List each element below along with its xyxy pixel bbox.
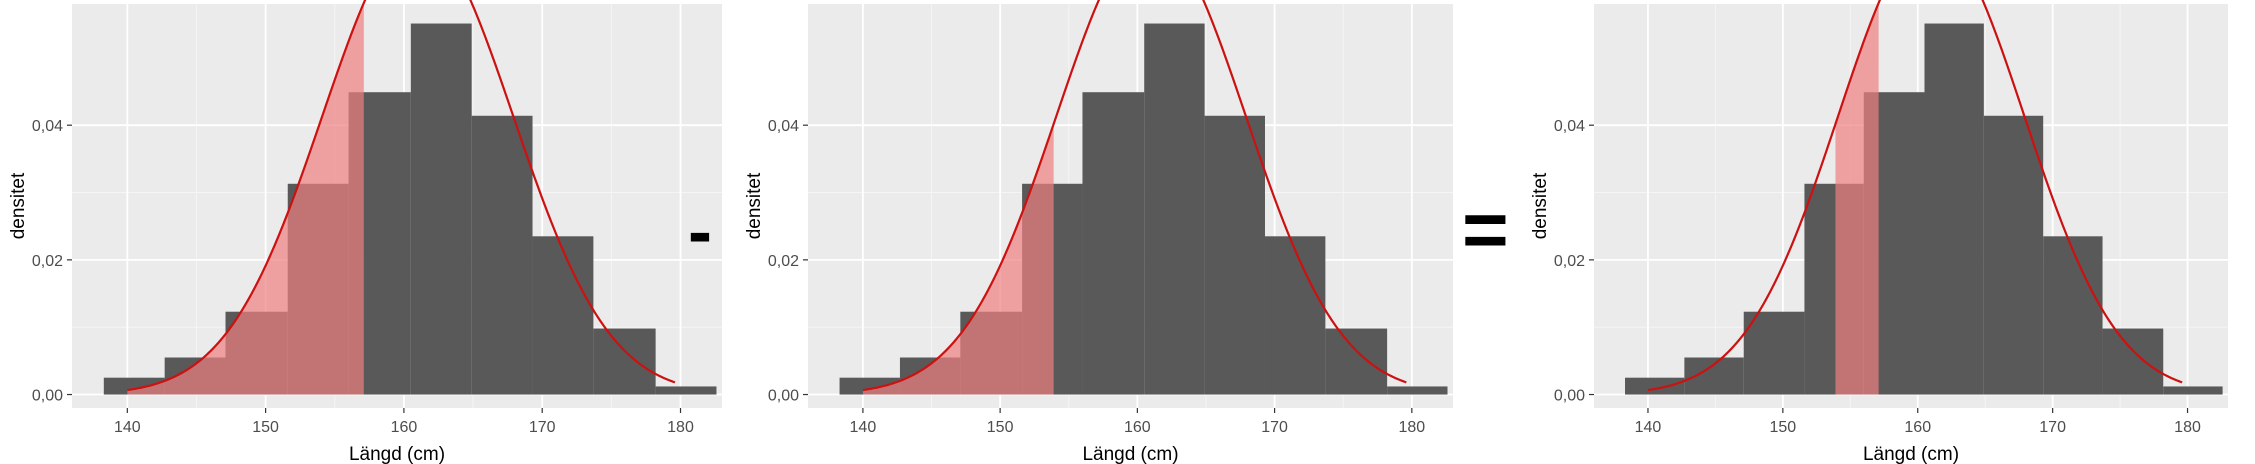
histogram-bar <box>471 115 533 395</box>
histogram-bar <box>1325 328 1388 395</box>
y-tick-label: 0,02 <box>768 253 799 270</box>
y-tick-label: 0,02 <box>32 253 63 270</box>
y-tick-label: 0,00 <box>1554 388 1585 405</box>
histogram-bar <box>1924 23 1984 395</box>
histogram-bar <box>2043 236 2103 395</box>
y-tick-label: 0,02 <box>1554 253 1585 270</box>
chart-3: 140 150 160 170 180 0,00 0,02 0,04 Längd (cm) den… <box>1530 0 2228 464</box>
histogram-bar <box>1743 311 1805 395</box>
histogram-bar <box>2102 328 2164 395</box>
x-tick-label: 160 <box>1124 419 1151 436</box>
x-tick-label: 180 <box>667 419 694 436</box>
x-tick-label: 140 <box>1635 419 1662 436</box>
minus-operator: - <box>688 192 712 272</box>
x-tick-label: 160 <box>391 419 418 436</box>
histogram-bar <box>532 236 594 395</box>
normal-curve-line <box>127 0 676 392</box>
histogram-bar <box>1082 92 1145 395</box>
shaded-probability-area <box>1835 2 1879 395</box>
shaded-probability-area <box>127 2 364 395</box>
y-axis-label: densitet <box>8 172 29 239</box>
histogram-bar <box>1144 23 1205 395</box>
chart-2: 140 150 160 170 180 0,00 0,02 0,04 Längd (cm) den… <box>744 0 1453 464</box>
x-tick-label: 170 <box>529 419 556 436</box>
y-axis-label: densitet <box>1530 172 1551 239</box>
histogram-bar <box>655 386 717 395</box>
y-axis-label: densitet <box>744 172 765 239</box>
histogram-bar <box>593 328 656 395</box>
equals-operator: = <box>1462 185 1509 274</box>
x-tick-label: 150 <box>1769 419 1796 436</box>
histogram-bar <box>1983 115 2044 395</box>
x-axis-label: Längd (cm) <box>1863 444 1959 464</box>
x-tick-label: 180 <box>2174 419 2201 436</box>
x-tick-label: 160 <box>1904 419 1931 436</box>
histogram-bar <box>410 23 472 395</box>
normal-curve-line <box>862 0 1407 392</box>
x-tick-label: 170 <box>2039 419 2066 436</box>
normal-curve-line <box>1647 0 2183 392</box>
x-tick-label: 150 <box>252 419 279 436</box>
x-tick-label: 140 <box>114 419 141 436</box>
x-tick-label: 170 <box>1261 419 1288 436</box>
histogram-bar <box>1264 236 1326 395</box>
y-tick-label: 0,00 <box>32 388 63 405</box>
chart-1: 140 150 160 170 180 0,00 0,02 0,04 Längd (cm) den… <box>8 0 722 464</box>
x-tick-label: 140 <box>850 419 877 436</box>
x-axis-label: Längd (cm) <box>349 444 445 464</box>
x-axis-label: Längd (cm) <box>1082 444 1178 464</box>
histogram-bar <box>2163 386 2223 395</box>
x-tick-label: 180 <box>1398 419 1425 436</box>
y-tick-label: 0,04 <box>32 118 63 135</box>
histogram-bar <box>1387 386 1448 395</box>
x-tick-label: 150 <box>987 419 1014 436</box>
shaded-probability-area <box>862 123 1054 395</box>
histogram-bar <box>1204 115 1265 395</box>
y-tick-label: 0,04 <box>768 118 799 135</box>
histogram-bar <box>1625 377 1685 395</box>
y-tick-label: 0,00 <box>768 388 799 405</box>
y-tick-label: 0,04 <box>1554 118 1585 135</box>
